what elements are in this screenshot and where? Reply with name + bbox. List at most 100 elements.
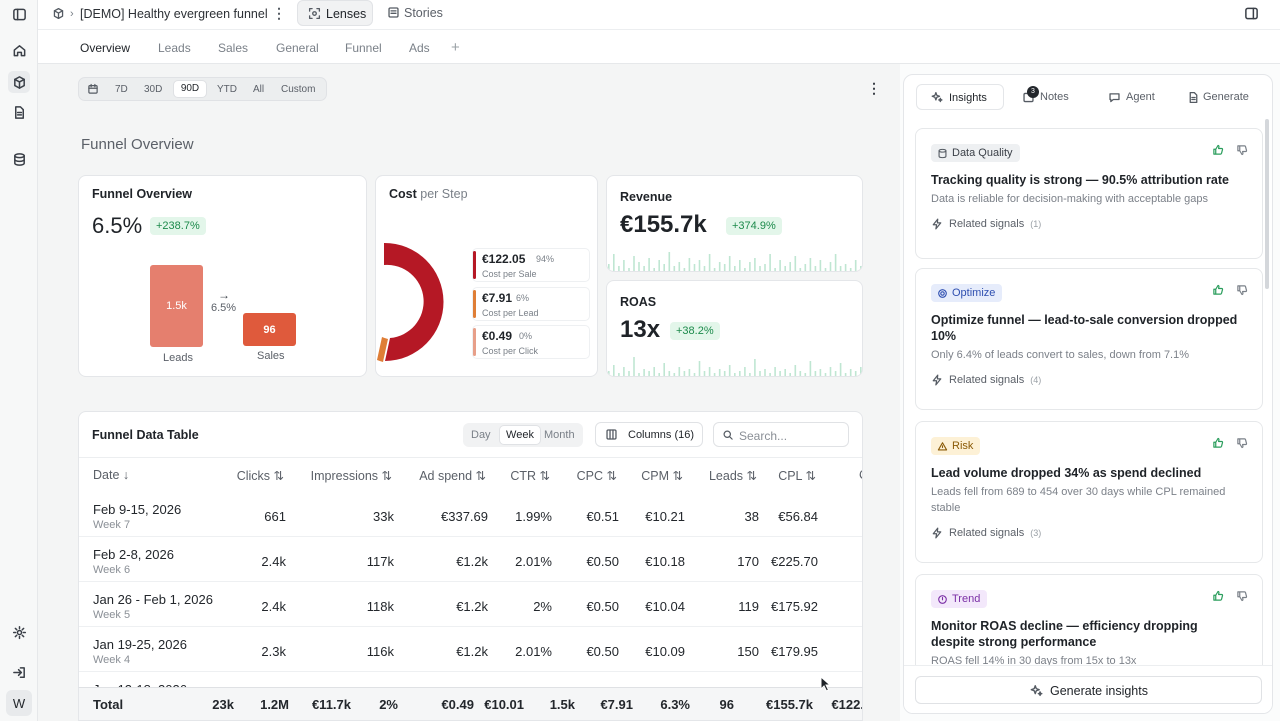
column-header[interactable]: CPL ⇅ bbox=[778, 469, 816, 483]
granularity-week[interactable]: Week bbox=[499, 425, 541, 445]
more-options-icon[interactable]: ⋮ bbox=[867, 80, 881, 96]
column-header[interactable]: Impressions ⇅ bbox=[310, 469, 392, 483]
sparkline-bar bbox=[668, 252, 671, 271]
logout-icon[interactable] bbox=[9, 662, 29, 682]
cost-item-lead[interactable]: €7.91 6% Cost per Lead bbox=[472, 287, 590, 321]
table-search-input[interactable]: Search... bbox=[713, 422, 849, 447]
tab-sales[interactable]: Sales bbox=[218, 41, 249, 55]
cost-per-sale-segment[interactable] bbox=[384, 242, 444, 361]
column-header[interactable]: Leads ⇅ bbox=[708, 469, 757, 483]
sparkline-bar bbox=[643, 369, 645, 376]
toggle-sidebar-icon[interactable] bbox=[9, 4, 29, 24]
sparkline-bar bbox=[809, 361, 812, 376]
project-title[interactable]: [DEMO] Healthy evergreen funnel bbox=[80, 7, 268, 21]
table-row[interactable]: Jan 26 - Feb 1, 2026 Week 5 2.4k 118k €1.2k 2… bbox=[79, 582, 862, 627]
thumbs-down-icon[interactable] bbox=[1236, 144, 1248, 156]
panel-tab-generate[interactable]: Generate bbox=[1187, 86, 1257, 108]
document-icon[interactable] bbox=[9, 102, 29, 122]
date-option-all[interactable]: All bbox=[253, 84, 265, 95]
tab-leads[interactable]: Leads bbox=[158, 41, 191, 55]
sparkline-bar bbox=[759, 266, 761, 271]
date-option-ytd[interactable]: YTD bbox=[217, 84, 237, 95]
badge-label: Trend bbox=[952, 593, 981, 605]
cost-per-lead-segment[interactable] bbox=[377, 337, 388, 362]
date-option-custom[interactable]: Custom bbox=[281, 84, 316, 95]
related-signals-link[interactable]: Related signals (1) bbox=[931, 218, 1041, 230]
insight-description: Data is reliable for decision-making wit… bbox=[931, 193, 1208, 205]
insight-card[interactable]: Risk Lead volume dropped 34% as spend dec… bbox=[915, 421, 1263, 563]
sparkline-bar bbox=[723, 371, 726, 376]
sparkline-bar bbox=[728, 365, 731, 376]
cost-item-click[interactable]: €0.49 0% Cost per Click bbox=[472, 325, 590, 359]
insight-title: Monitor ROAS decline — efficiency droppi… bbox=[931, 619, 1198, 649]
tab-funnel[interactable]: Funnel bbox=[345, 41, 382, 55]
column-header[interactable]: Ad spend ⇅ bbox=[419, 469, 486, 483]
panel-tab-insights[interactable]: Insights bbox=[916, 84, 1004, 110]
thumbs-up-icon[interactable] bbox=[1212, 437, 1224, 449]
column-header-date[interactable]: Date ↓ bbox=[93, 468, 130, 482]
related-signals-link[interactable]: Related signals (4) bbox=[931, 374, 1041, 386]
funnel-value: 6.5% bbox=[92, 213, 143, 238]
column-header[interactable]: CPC ⇅ bbox=[576, 469, 617, 483]
cost-donut-chart[interactable] bbox=[376, 234, 456, 364]
tab-overview[interactable]: Overview bbox=[69, 38, 142, 66]
home-icon[interactable] bbox=[9, 40, 29, 60]
sparkline-bar bbox=[860, 367, 862, 376]
tab-lenses-label: Lenses bbox=[326, 7, 367, 21]
table-cell: €0.51 bbox=[586, 509, 619, 524]
sparkline-bar bbox=[839, 363, 842, 376]
generate-insights-button[interactable]: Generate insights bbox=[915, 676, 1262, 704]
table-row[interactable]: Feb 2-8, 2026 Week 6 2.4k 117k €1.2k 2.01% €0.… bbox=[79, 537, 862, 582]
column-header[interactable]: CTR ⇅ bbox=[510, 469, 550, 483]
settings-gear-icon[interactable] bbox=[9, 622, 29, 642]
totals-cell: €11.7k bbox=[311, 697, 351, 712]
sales-bar[interactable]: 96 bbox=[243, 313, 296, 346]
add-tab-plus-icon[interactable]: + bbox=[451, 39, 460, 56]
date-option-30d[interactable]: 30D bbox=[144, 84, 163, 95]
granularity-month[interactable]: Month bbox=[544, 429, 575, 441]
panel-tab-notes[interactable]: 3 Notes bbox=[1022, 86, 1092, 108]
date-option-90d[interactable]: 90D bbox=[173, 80, 207, 98]
panel-tab-agent[interactable]: Agent bbox=[1108, 86, 1168, 108]
toggle-right-panel-icon[interactable] bbox=[1244, 6, 1259, 21]
cost-item-sale[interactable]: €122.05 94% Cost per Sale bbox=[472, 248, 590, 282]
totals-cell: €0.49 bbox=[441, 697, 474, 712]
granularity-day[interactable]: Day bbox=[471, 429, 491, 441]
calendar-icon[interactable] bbox=[87, 83, 99, 95]
tab-stories[interactable]: Stories bbox=[387, 0, 457, 26]
table-row[interactable]: Jan 19-25, 2026 Week 4 2.3k 116k €1.2k 2.01% €… bbox=[79, 627, 862, 672]
table-row[interactable]: Feb 9-15, 2026 Week 7 661 33k €337.69 1.99% €0… bbox=[79, 492, 862, 537]
thumbs-up-icon[interactable] bbox=[1212, 284, 1224, 296]
column-header[interactable]: C bbox=[859, 468, 862, 482]
tab-lenses[interactable]: Lenses bbox=[297, 0, 373, 26]
insight-card[interactable]: Data Quality Tracking quality is strong —… bbox=[915, 128, 1263, 259]
related-signals-link[interactable]: Related signals (3) bbox=[931, 527, 1041, 539]
insights-tab-label: Insights bbox=[949, 92, 987, 104]
leads-bar[interactable]: 1.5k bbox=[150, 265, 203, 347]
column-header[interactable]: CPM ⇅ bbox=[641, 469, 683, 483]
user-avatar[interactable]: W bbox=[6, 690, 32, 716]
tab-ads[interactable]: Ads bbox=[409, 41, 430, 55]
table-cell: €10.21 bbox=[645, 509, 685, 524]
cube-icon[interactable] bbox=[8, 71, 30, 93]
sparkline-bar bbox=[718, 262, 721, 271]
thumbs-down-icon[interactable] bbox=[1236, 437, 1248, 449]
tab-general[interactable]: General bbox=[276, 41, 319, 55]
more-vertical-icon[interactable]: ⋮ bbox=[272, 5, 286, 21]
insight-description: ROAS fell 14% in 30 days from 15x to 13x bbox=[931, 655, 1137, 665]
thumbs-up-icon[interactable] bbox=[1212, 590, 1224, 602]
thumbs-up-icon[interactable] bbox=[1212, 144, 1224, 156]
database-icon[interactable] bbox=[9, 149, 29, 169]
thumbs-down-icon[interactable] bbox=[1236, 284, 1248, 296]
section-title: Funnel Overview bbox=[81, 136, 194, 153]
insight-card[interactable]: Trend Monitor ROAS decline — efficiency d… bbox=[915, 574, 1263, 665]
date-option-7d[interactable]: 7D bbox=[115, 84, 128, 95]
column-header[interactable]: Clicks ⇅ bbox=[236, 469, 284, 483]
columns-button[interactable]: Columns (16) bbox=[595, 422, 703, 447]
panel-scrollbar[interactable] bbox=[1265, 119, 1269, 289]
thumbs-down-icon[interactable] bbox=[1236, 590, 1248, 602]
funnel-overview-card: Funnel Overview 6.5% +238.7% 1.5k Leads … bbox=[78, 175, 367, 377]
table-cell: €225.70 bbox=[771, 554, 818, 569]
sparkline-bar bbox=[673, 266, 676, 271]
insight-card[interactable]: Optimize Optimize funnel — lead-to-sale c… bbox=[915, 268, 1263, 410]
